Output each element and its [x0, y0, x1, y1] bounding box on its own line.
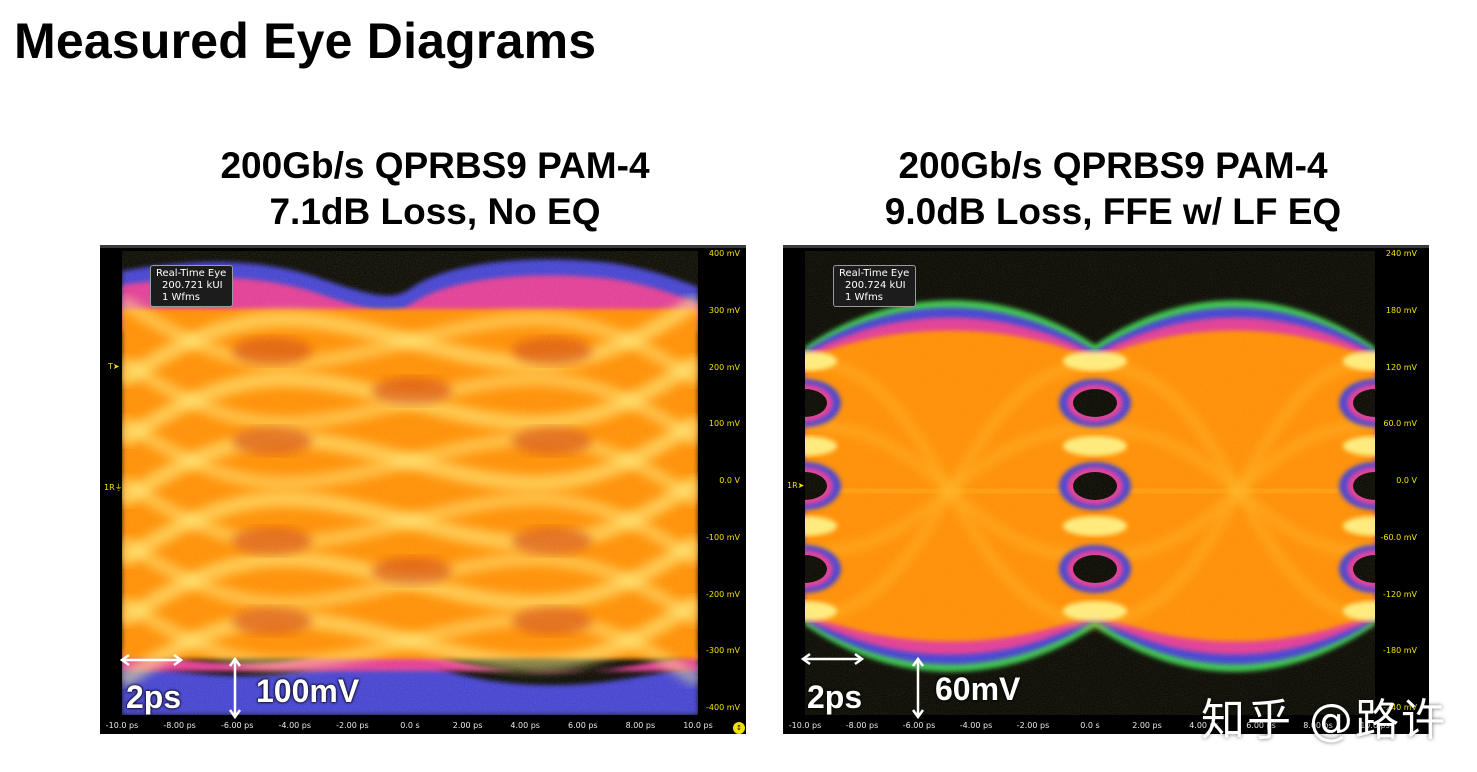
- eye-density-layer: [805, 251, 1375, 715]
- right-eye-diagram-scope: Real-Time Eye 200.724 kUI 1 Wfms 1R➤ 240…: [783, 245, 1429, 734]
- readout-waveform-count: 1 Wfms: [845, 292, 883, 303]
- x-tick-label: 0.0 s: [400, 721, 420, 730]
- y-tick-label: -300 mV: [706, 646, 740, 656]
- left-time-scale-label: 2ps: [126, 679, 182, 715]
- left-title-line2: 7.1dB Loss, No EQ: [269, 191, 601, 232]
- y-tick-label: -60.0 mV: [1380, 532, 1417, 542]
- x-tick-label: -2.00 ps: [336, 721, 369, 730]
- y-tick-label: 120 mV: [1385, 362, 1417, 372]
- x-tick-label: 10.0 ps: [1360, 721, 1390, 730]
- x-tick-label: -10.0 ps: [105, 721, 139, 730]
- y-tick-label: 300 mV: [708, 305, 740, 315]
- y-tick-label: 60.0 mV: [1383, 419, 1417, 429]
- x-tick-label: 10.0 ps: [683, 721, 713, 730]
- ref-level-marker: 1R➤: [787, 481, 805, 490]
- right-scope-topbar: [783, 245, 1429, 248]
- y-tick-label: 180 mV: [1385, 305, 1417, 315]
- right-title-line2: 9.0dB Loss, FFE w/ LF EQ: [884, 191, 1342, 232]
- y-tick-label: 0.0 V: [1396, 476, 1417, 485]
- y-tick-label: 200 mV: [708, 362, 740, 372]
- y-tick-label: 240 mV: [1385, 249, 1417, 258]
- readout-mode: Real-Time Eye: [156, 268, 227, 279]
- left-time-scale-arrow: [120, 653, 184, 667]
- x-tick-label: -4.00 ps: [959, 721, 993, 730]
- y-tick-label: -200 mV: [706, 589, 740, 599]
- left-voltage-scale-arrow: [228, 657, 242, 719]
- trigger-level-marker: T➤: [108, 362, 120, 371]
- y-tick-label: 400 mV: [708, 249, 740, 258]
- right-eye-plot: [805, 251, 1375, 715]
- y-tick-label: -240 mV: [1383, 703, 1417, 712]
- eye-noise-overlay: [805, 251, 1375, 715]
- x-tick-label: 6.00 ps: [1246, 721, 1276, 730]
- x-tick-label: -6.00 ps: [220, 721, 254, 730]
- readout-waveform-count: 1 Wfms: [162, 292, 200, 303]
- y-tick-label: 0.0 V: [719, 476, 740, 485]
- watermark: 知乎 @路许: [1201, 695, 1447, 746]
- ref-level-marker: 1R⏚: [104, 483, 123, 492]
- left-panel-title: 200Gb/s QPRBS9 PAM-4 7.1dB Loss, No EQ: [100, 143, 770, 235]
- x-tick-label: 4.00 ps: [1189, 721, 1219, 730]
- left-eye-readout: Real-Time Eye 200.721 kUI 1 Wfms: [150, 265, 234, 307]
- x-tick-label: 2.00 ps: [1132, 721, 1162, 730]
- right-eye-readout: Real-Time Eye 200.724 kUI 1 Wfms: [833, 265, 917, 307]
- x-tick-label: 2.00 ps: [452, 721, 483, 730]
- left-voltage-scale-label: 100mV: [256, 673, 360, 709]
- y-tick-label: -180 mV: [1383, 646, 1417, 656]
- right-time-scale-label: 2ps: [807, 679, 863, 715]
- x-tick-label: -10.0 ps: [788, 721, 822, 730]
- eye-density-layer: [122, 251, 698, 715]
- y-tick-label: -120 mV: [1383, 589, 1417, 599]
- x-tick-label: 4.00 ps: [510, 721, 540, 730]
- slide-title: Measured Eye Diagrams: [14, 13, 597, 69]
- left-title-line1: 200Gb/s QPRBS9 PAM-4: [220, 145, 650, 186]
- y-tick-label: -400 mV: [706, 703, 740, 712]
- x-tick-label: 8.00 ps: [1303, 721, 1333, 730]
- x-tick-label: 8.00 ps: [625, 721, 656, 730]
- x-tick-label: -2.00 ps: [1016, 721, 1050, 730]
- x-tick-label: 6.00 ps: [567, 721, 598, 730]
- readout-mode: Real-Time Eye: [839, 268, 910, 279]
- x-tick-label: -4.00 ps: [278, 721, 312, 730]
- readout-ui-count: 200.724 kUI: [845, 280, 906, 291]
- readout-ui-count: 200.721 kUI: [162, 280, 223, 291]
- eye-noise-overlay: [122, 251, 698, 715]
- left-scope-corner-badge: ↕: [733, 722, 745, 734]
- y-tick-label: -100 mV: [706, 532, 740, 542]
- y-tick-label: 100 mV: [708, 419, 740, 429]
- right-panel-title: 200Gb/s QPRBS9 PAM-4 9.0dB Loss, FFE w/ …: [778, 143, 1448, 235]
- left-eye-diagram-scope: Real-Time Eye 200.721 kUI 1 Wfms T➤ 1R⏚ …: [100, 245, 746, 734]
- x-tick-label: -8.00 ps: [163, 721, 196, 730]
- left-eye-plot: [122, 251, 698, 715]
- right-time-scale-arrow: [801, 652, 865, 666]
- left-scope-topbar: [100, 245, 746, 248]
- x-tick-label: -6.00 ps: [902, 721, 936, 730]
- right-voltage-scale-arrow: [911, 657, 925, 719]
- x-tick-label: 0.0 s: [1080, 721, 1100, 730]
- right-voltage-scale-label: 60mV: [935, 671, 1021, 707]
- x-tick-label: -8.00 ps: [845, 721, 879, 730]
- right-title-line1: 200Gb/s QPRBS9 PAM-4: [898, 145, 1328, 186]
